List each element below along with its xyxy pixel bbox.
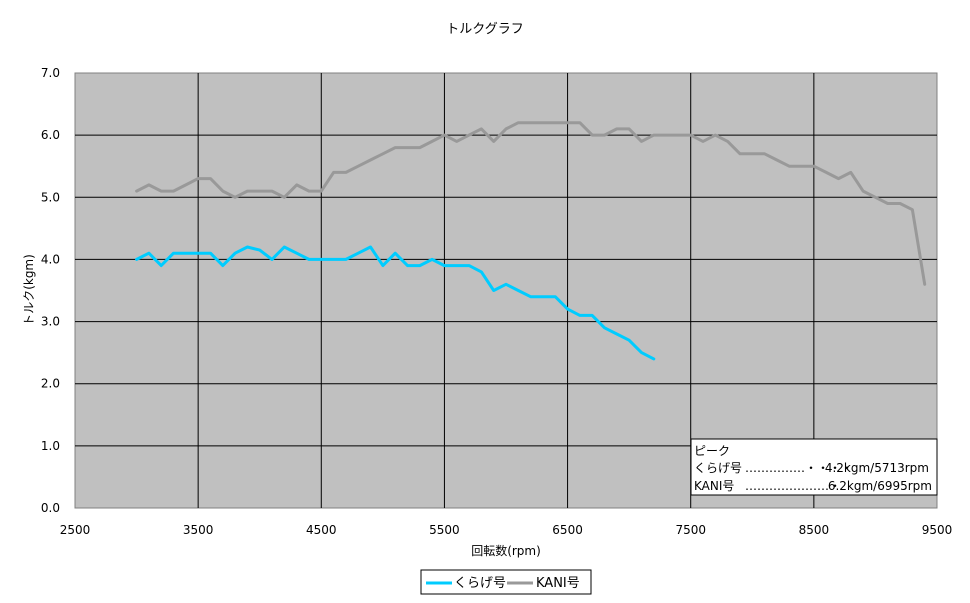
legend-label-kurage: くらげ号 [454, 576, 506, 591]
peak-annotation-box: ピーク くらげ号 ……………・・・・ 4.2kgm/5713rpm KANI号 … [690, 438, 938, 496]
peak-heading: ピーク [694, 444, 730, 458]
peak-dots-kurage: ……………・・・・ [745, 461, 853, 475]
y-axis-title: トルク(kgm) [22, 254, 36, 326]
x-tick-label: 5500 [429, 523, 460, 537]
peak-label-kurage: くらげ号 [694, 461, 742, 475]
x-tick-label: 7500 [675, 523, 706, 537]
chart-title: トルクグラフ [446, 22, 523, 37]
y-axis-ticks: 0.0 1.0 2.0 3.0 4.0 5.0 6.0 7.0 [41, 66, 60, 515]
y-tick-label: 6.0 [41, 128, 60, 142]
legend: くらげ号 KANI号 [420, 569, 592, 595]
series-line-kani [135, 121, 927, 286]
peak-dots-kani: …………………・ [745, 479, 841, 493]
x-axis-title: 回転数(rpm) [471, 543, 541, 558]
plot-area [74, 72, 938, 509]
x-tick-label: 4500 [306, 523, 337, 537]
y-tick-label: 4.0 [41, 252, 60, 266]
x-tick-label: 3500 [183, 523, 214, 537]
peak-value-kani: 6.2kgm/6995rpm [828, 479, 932, 493]
series-lines [135, 121, 927, 361]
x-tick-label: 6500 [552, 523, 583, 537]
y-tick-label: 0.0 [41, 501, 60, 515]
x-tick-label: 9500 [922, 523, 953, 537]
x-tick-label: 2500 [60, 523, 91, 537]
peak-value-kurage: 4.2kgm/5713rpm [825, 461, 929, 475]
legend-label-kani: KANI号 [536, 576, 580, 591]
y-tick-label: 7.0 [41, 66, 60, 80]
series-line-kurage [135, 245, 656, 361]
peak-label-kani: KANI号 [694, 479, 734, 493]
y-tick-label: 5.0 [41, 190, 60, 204]
y-tick-label: 2.0 [41, 377, 60, 391]
y-tick-label: 3.0 [41, 315, 60, 329]
x-axis-ticks: 2500 3500 4500 5500 6500 7500 8500 9500 [60, 523, 953, 537]
y-tick-label: 1.0 [41, 439, 60, 453]
peak-box-frame [690, 438, 938, 496]
x-tick-label: 8500 [799, 523, 830, 537]
